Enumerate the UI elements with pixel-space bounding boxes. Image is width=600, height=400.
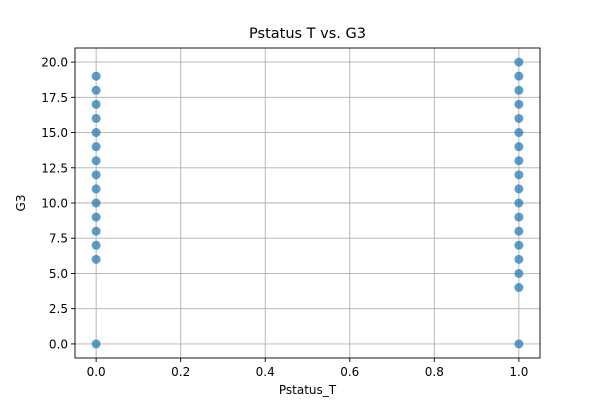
chart-title: Pstatus T vs. G3 [249,26,366,42]
data-point [514,170,524,180]
data-point [514,142,524,152]
y-tick-label: 20.0 [41,56,68,70]
data-point [91,212,101,222]
x-tick-label: 0.4 [256,365,275,379]
data-point [514,128,524,138]
y-tick-label: 17.5 [41,91,68,105]
data-point [514,339,524,349]
data-point [91,142,101,152]
data-point [91,198,101,208]
data-point [514,240,524,250]
data-point [514,57,524,67]
data-point [91,170,101,180]
y-tick-label: 10.0 [41,197,68,211]
x-axis-ticks: 0.0 0.2 0.4 0.6 0.8 1.0 [87,358,528,379]
y-tick-label: 0.0 [49,337,68,351]
x-tick-label: 1.0 [509,365,528,379]
data-point [91,240,101,250]
data-point [91,184,101,194]
data-point [91,71,101,81]
x-tick-label: 0.8 [425,365,444,379]
data-point [514,99,524,109]
data-point [514,212,524,222]
y-tick-label: 12.5 [41,161,68,175]
x-tick-label: 0.0 [87,365,106,379]
y-tick-label: 5.0 [49,267,68,281]
y-axis-label: G3 [14,195,28,212]
y-axis-ticks: 0.0 2.5 5.0 7.5 10.0 12.5 15.0 17.5 20.0 [41,56,75,351]
x-tick-label: 0.2 [171,365,190,379]
y-tick-label: 7.5 [49,232,68,246]
data-point [91,156,101,166]
data-point [514,283,524,293]
grid-lines [75,48,540,358]
data-point [514,113,524,123]
y-tick-label: 15.0 [41,126,68,140]
x-axis-label: Pstatus_T [279,383,337,397]
data-point [514,198,524,208]
data-point [91,254,101,264]
data-point [91,128,101,138]
data-point [91,113,101,123]
y-tick-label: 2.5 [49,302,68,316]
data-point [514,268,524,278]
data-point [514,85,524,95]
x-tick-label: 0.6 [340,365,359,379]
data-point [514,184,524,194]
data-point [514,156,524,166]
data-point [91,85,101,95]
data-point [514,71,524,81]
data-point [91,339,101,349]
data-points [91,57,524,349]
data-point [91,226,101,236]
data-point [514,254,524,264]
data-point [514,226,524,236]
data-point [91,99,101,109]
